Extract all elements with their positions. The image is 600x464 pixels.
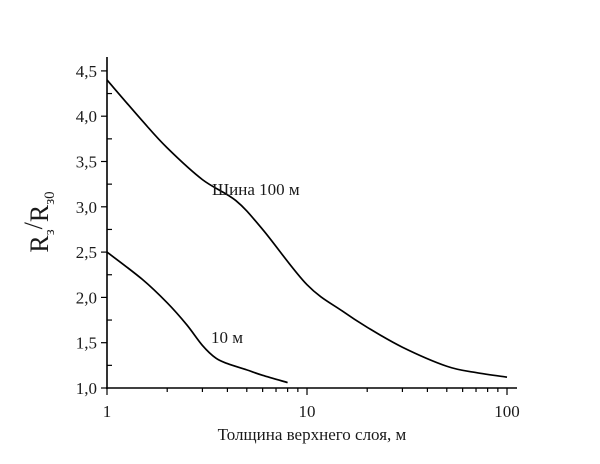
- y-tick-label: 1,0: [76, 379, 97, 398]
- y-tick-label: 4,0: [76, 107, 97, 126]
- y-axis-title: Rз/Rз0: [19, 191, 58, 252]
- y-axis-title-part: R: [25, 204, 54, 222]
- y-tick-label: 4,5: [76, 62, 97, 81]
- axes: 1,0 1,5 2,0 2,5 3,0 3,5 4,0 4,5 1 10 100: [76, 57, 520, 421]
- x-tick-label: 100: [494, 402, 520, 421]
- x-tick-label: 1: [103, 402, 112, 421]
- curve-label-100m: Шина 100 м: [212, 180, 300, 199]
- curve-label-10m: 10 м: [211, 328, 243, 347]
- y-tick-label: 3,5: [76, 153, 97, 172]
- y-axis-title-part: з0: [42, 191, 58, 204]
- curve-10m: [106, 251, 288, 384]
- curves: [106, 79, 508, 384]
- y-axis-title-part: R: [25, 235, 54, 253]
- x-tick-label: 10: [299, 402, 316, 421]
- y-tick-label: 1,5: [76, 334, 97, 353]
- curve-100m: [106, 79, 508, 378]
- x-axis-title: Толщина верхнего слоя, м: [218, 425, 407, 444]
- y-tick-label: 3,0: [76, 198, 97, 217]
- y-tick-label: 2,0: [76, 288, 97, 307]
- y-tick-label: 2,5: [76, 243, 97, 262]
- y-axis-title-part: з: [42, 229, 58, 235]
- labels: Толщина верхнего слоя, мRз/Rз0 Шина 100 м…: [19, 180, 407, 444]
- y-axis-title-part: /: [19, 221, 48, 229]
